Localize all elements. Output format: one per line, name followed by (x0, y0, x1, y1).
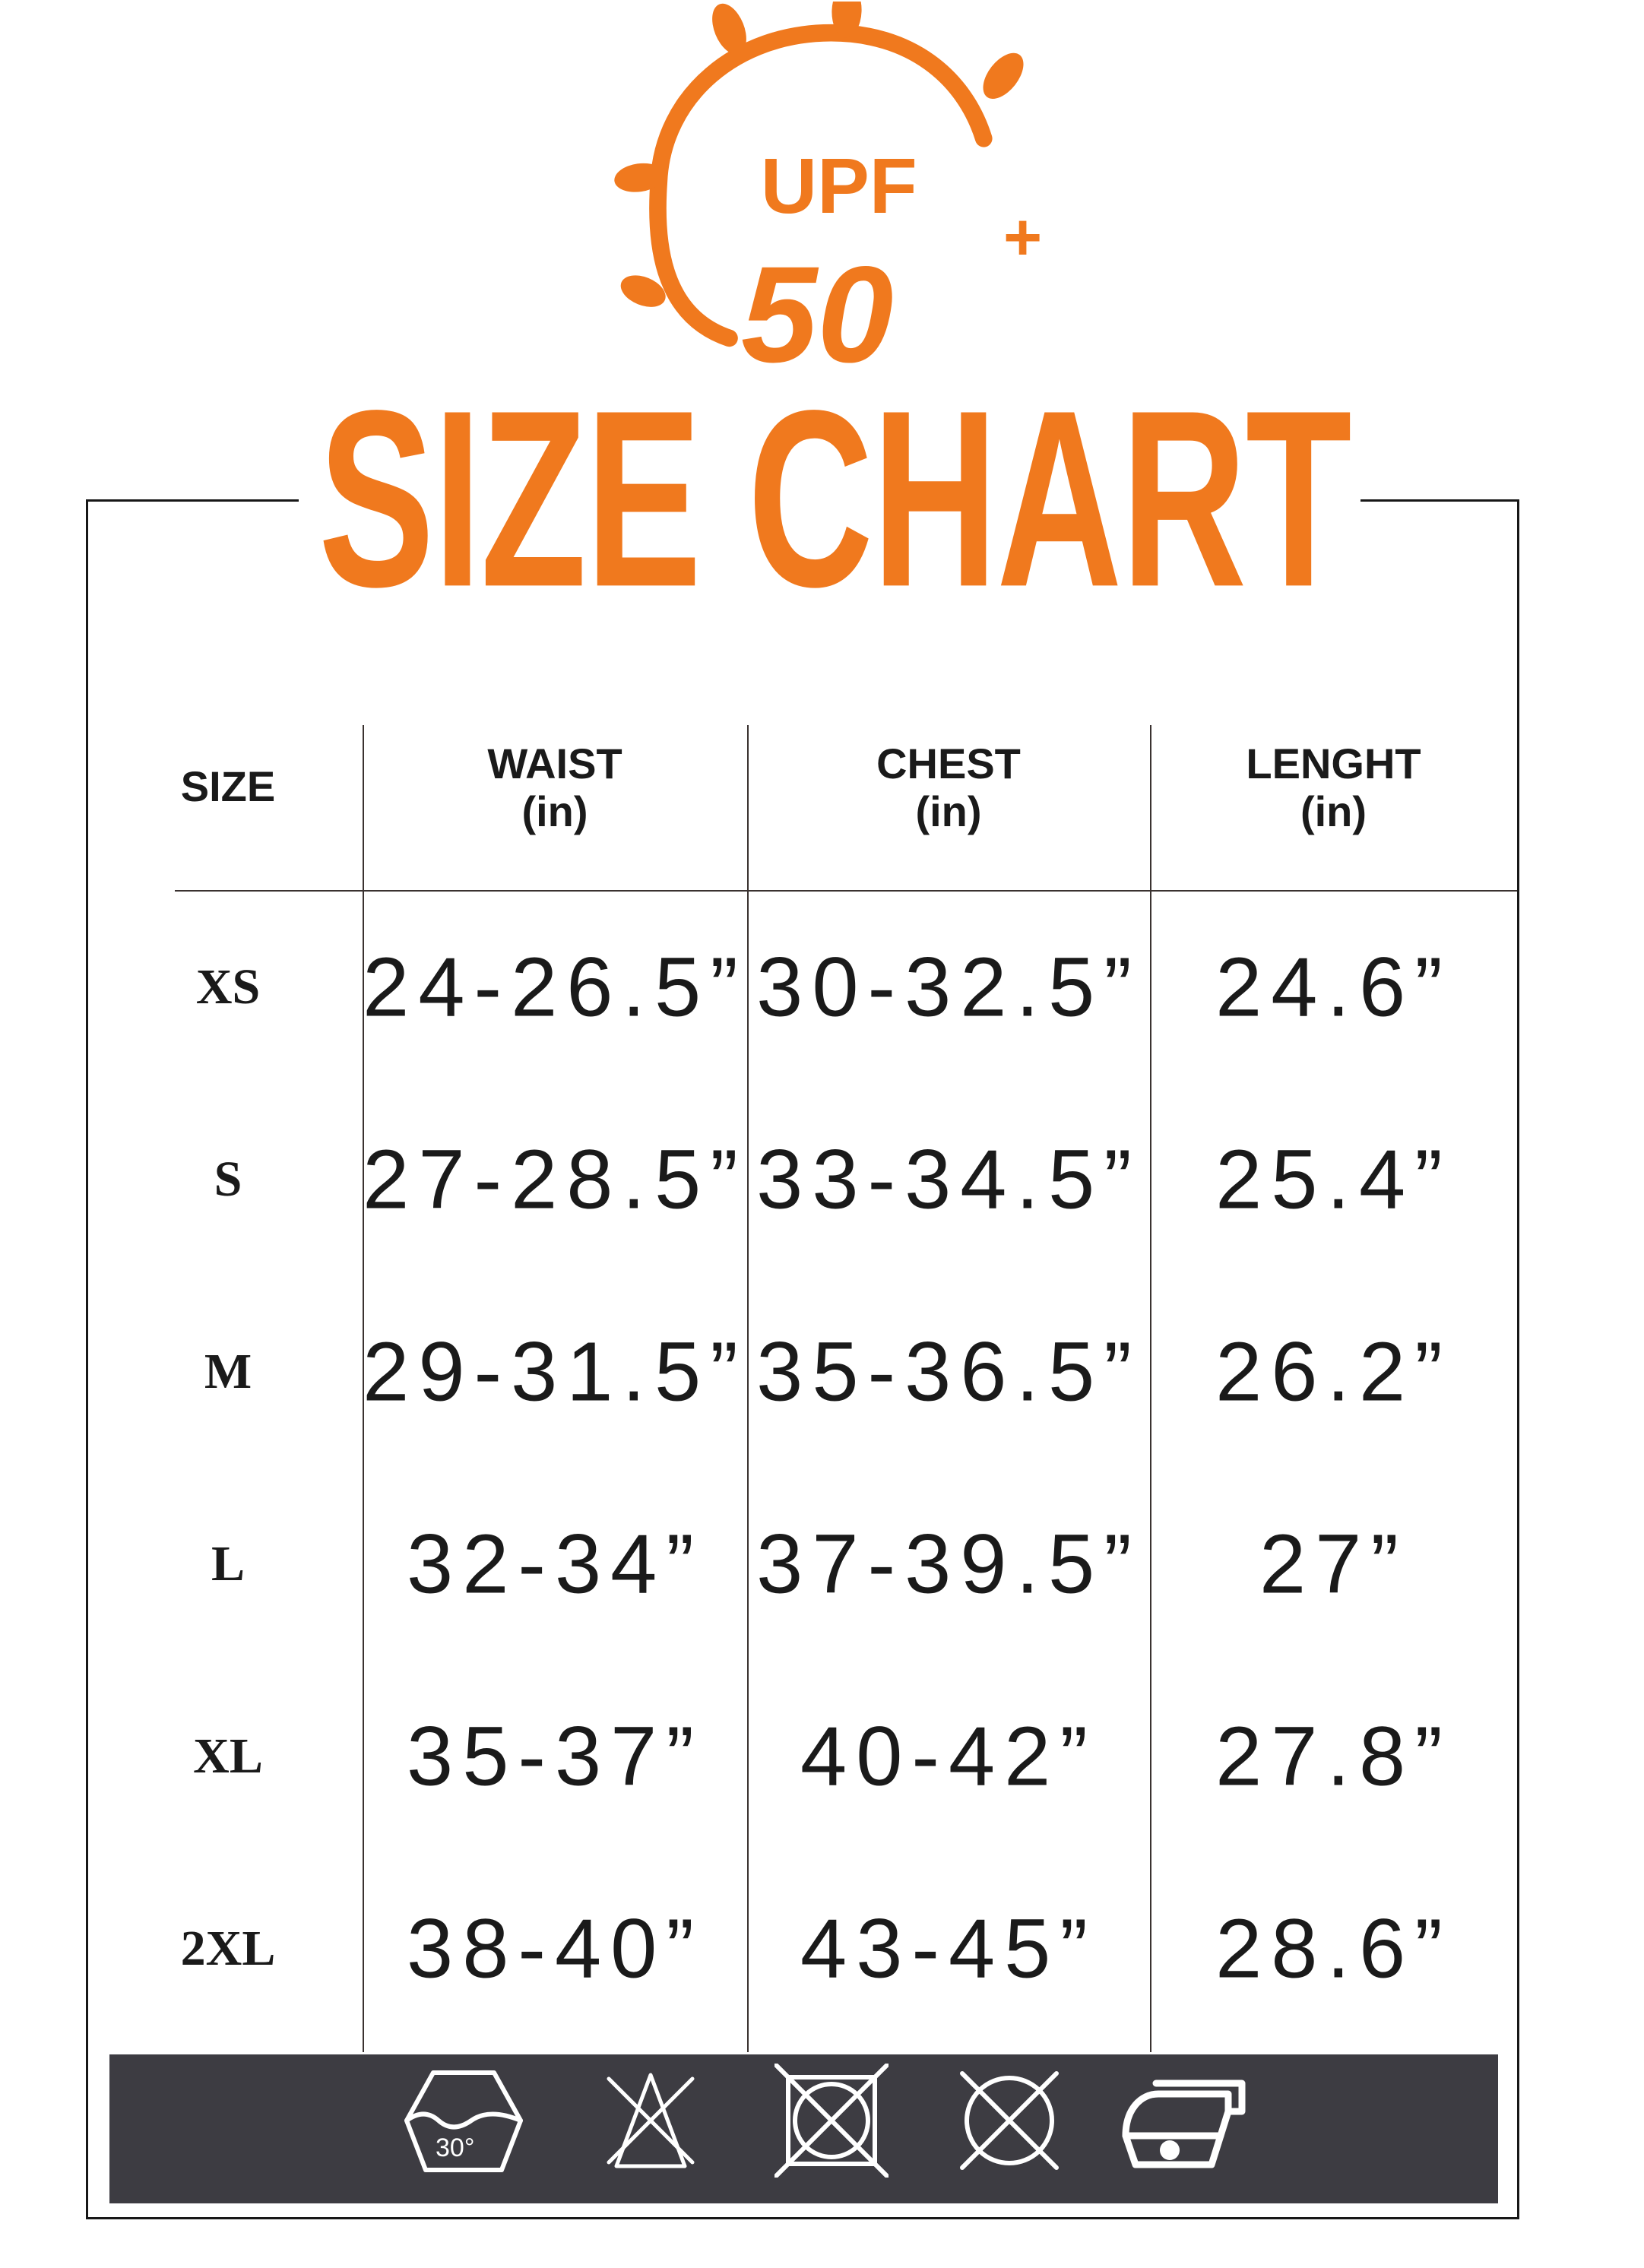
svg-text:UPF: UPF (761, 142, 917, 230)
svg-text:+: + (1003, 200, 1042, 274)
svg-text:30°: 30° (436, 2133, 474, 2162)
